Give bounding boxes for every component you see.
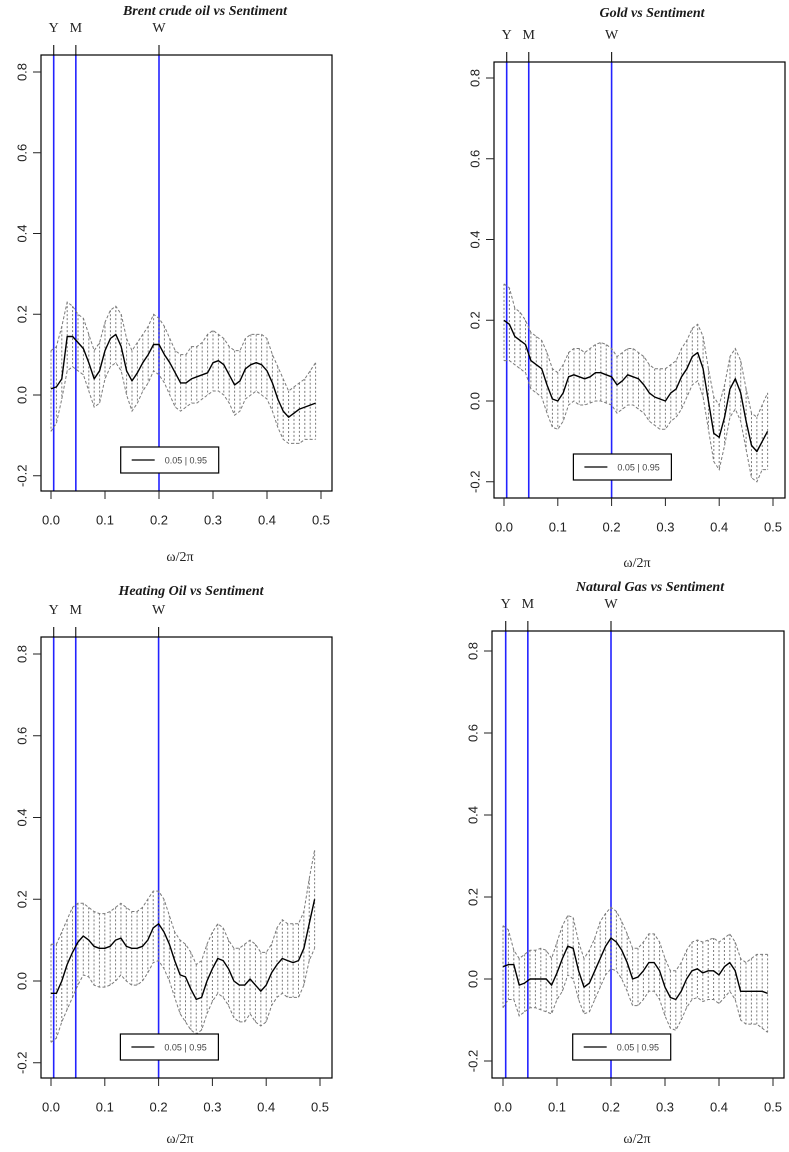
x-tick-label: 0.1 (548, 1099, 566, 1114)
y-tick-label: 0.8 (467, 69, 482, 87)
chart-panel-gold: Gold vs Sentiment Y M W -0.2 0.0 0.2 0.4 0.6 0.8 0… (467, 6, 786, 571)
upper-quantile-line (502, 906, 768, 972)
frequency-marker-label-m: M (70, 21, 83, 36)
x-tick-label: 0.0 (42, 1099, 60, 1114)
chart-title: Heating Oil vs Sentiment (117, 584, 264, 599)
x-tick-label: 0.3 (656, 1099, 674, 1114)
frequency-marker-label-w: W (604, 597, 618, 612)
y-tick-label: 0.2 (465, 888, 480, 906)
x-axis-label: ω/2π (166, 550, 193, 565)
x-axis-label: ω/2π (623, 556, 650, 571)
frequency-marker-label-y: Y (502, 28, 512, 43)
x-tick-label: 0.2 (603, 519, 621, 534)
x-tick-label: 0.5 (764, 1099, 782, 1114)
x-tick-label: 0.3 (204, 512, 222, 527)
legend-label: 0.05 | 0.95 (164, 1042, 206, 1052)
frequency-marker-label-w: W (605, 28, 619, 43)
chart-title: Gold vs Sentiment (599, 6, 705, 21)
legend-label: 0.05 | 0.95 (617, 1042, 659, 1052)
upper-quantile-line (50, 301, 317, 392)
estimate-line (50, 333, 316, 418)
x-tick-label: 0.5 (312, 512, 330, 527)
x-tick-label: 0.2 (602, 1099, 620, 1114)
legend-label: 0.05 | 0.95 (617, 462, 659, 472)
lower-quantile-line (504, 360, 768, 483)
y-tick-label: -0.2 (467, 471, 482, 493)
y-tick-label: 0.2 (14, 305, 29, 323)
legend: 0.05 | 0.95 (119, 1033, 219, 1061)
y-tick-label: 0.6 (14, 727, 29, 745)
y-tick-label: 0.0 (465, 970, 480, 988)
x-tick-label: 0.4 (257, 1099, 275, 1114)
x-tick-label: 0.5 (311, 1099, 329, 1114)
x-tick-label: 0.2 (150, 1099, 168, 1114)
frequency-marker-label-w: W (152, 21, 166, 36)
x-tick-label: 0.3 (656, 519, 674, 534)
y-tick-label: 0.0 (14, 386, 29, 404)
y-tick-label: 0.0 (467, 392, 482, 410)
x-tick-label: 0.1 (96, 512, 114, 527)
y-tick-label: -0.2 (465, 1050, 480, 1072)
x-tick-label: 0.0 (494, 1099, 512, 1114)
legend-label: 0.05 | 0.95 (165, 455, 207, 465)
y-tick-label: 0.6 (467, 150, 482, 168)
y-tick-label: 0.6 (465, 724, 480, 742)
x-tick-label: 0.3 (203, 1099, 221, 1114)
plot-frame (40, 636, 333, 1079)
chart-title: Brent crude oil vs Sentiment (122, 4, 288, 19)
x-tick-label: 0.0 (495, 519, 513, 534)
x-tick-label: 0.5 (764, 519, 782, 534)
x-tick-label: 0.4 (710, 519, 728, 534)
x-tick-label: 0.4 (258, 512, 276, 527)
x-axis-label: ω/2π (623, 1132, 650, 1147)
frequency-marker-label-m: M (523, 28, 536, 43)
legend: 0.05 | 0.95 (572, 453, 672, 481)
y-tick-label: 0.8 (14, 645, 29, 663)
y-tick-label: 0.4 (14, 808, 29, 826)
y-tick-label: 0.4 (14, 224, 29, 242)
lower-quantile-line (50, 948, 316, 1043)
legend: 0.05 | 0.95 (572, 1033, 672, 1061)
frequency-marker-label-w: W (152, 603, 166, 618)
chart-panel-brent: Brent crude oil vs Sentiment Y M W -0.2 0.0 0.… (14, 4, 333, 565)
y-tick-label: 0.2 (14, 890, 29, 908)
x-tick-label: 0.1 (96, 1099, 114, 1114)
lower-quantile-line (50, 361, 316, 444)
chart-panel-heating-oil: Heating Oil vs Sentiment Y M W -0.2 0.0 0.2 0.4… (14, 584, 333, 1147)
y-tick-label: 0.6 (14, 144, 29, 162)
lower-quantile-line (502, 968, 768, 1033)
estimate-line (503, 319, 769, 453)
frequency-marker-label-y: Y (501, 597, 511, 612)
upper-quantile-line (503, 283, 769, 418)
estimate-line (51, 899, 316, 1001)
y-tick-label: 0.8 (14, 63, 29, 81)
frequency-marker-label-m: M (70, 603, 83, 618)
x-tick-label: 0.2 (150, 512, 168, 527)
plot-frame (491, 630, 785, 1079)
y-tick-label: 0.4 (465, 806, 480, 824)
estimate-line (502, 937, 768, 1001)
frequency-marker-label-m: M (522, 597, 535, 612)
y-tick-label: 0.8 (465, 642, 480, 660)
x-tick-label: 0.0 (42, 512, 60, 527)
frequency-marker-label-y: Y (49, 21, 59, 36)
upper-quantile-line (51, 850, 316, 966)
y-tick-label: 0.4 (467, 230, 482, 248)
x-tick-label: 0.1 (549, 519, 567, 534)
y-tick-label: 0.2 (467, 311, 482, 329)
legend: 0.05 | 0.95 (120, 446, 220, 474)
chart-title: Natural Gas vs Sentiment (575, 580, 725, 595)
x-tick-label: 0.4 (710, 1099, 728, 1114)
frequency-marker-label-y: Y (49, 603, 59, 618)
y-tick-label: -0.2 (14, 1052, 29, 1074)
plot-frame (493, 61, 786, 499)
chart-panel-natural-gas: Natural Gas vs Sentiment Y M W -0.2 0.0 0.2 0.4… (465, 580, 785, 1147)
y-tick-label: -0.2 (14, 465, 29, 487)
x-axis-label: ω/2π (166, 1132, 193, 1147)
plot-frame (40, 54, 333, 492)
y-tick-label: 0.0 (14, 972, 29, 990)
